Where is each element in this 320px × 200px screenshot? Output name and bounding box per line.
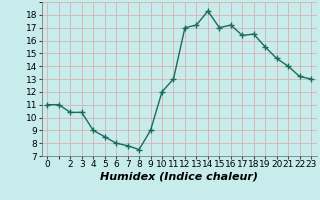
X-axis label: Humidex (Indice chaleur): Humidex (Indice chaleur) xyxy=(100,172,258,182)
